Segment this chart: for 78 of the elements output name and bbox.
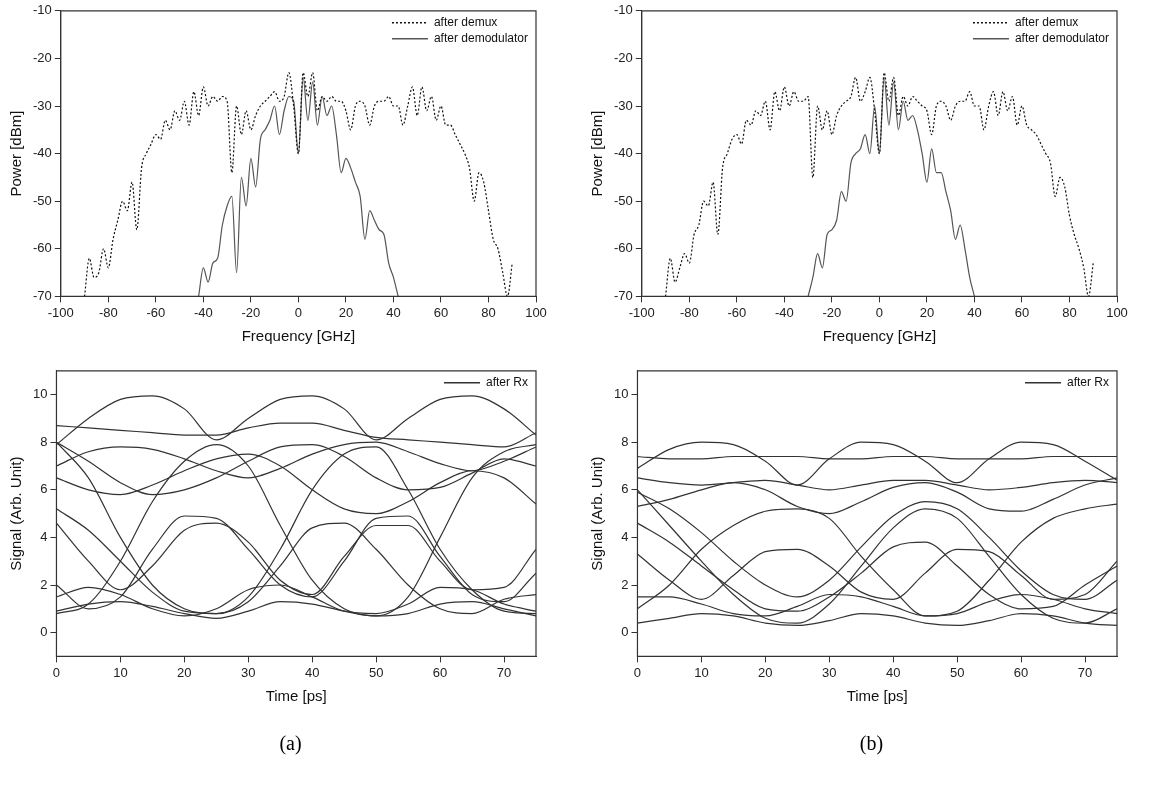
- y-tick-label: 8: [40, 433, 48, 449]
- x-tick-label: 100: [525, 304, 547, 320]
- x-tick-label: 40: [885, 664, 901, 680]
- x-tick-label: 20: [177, 664, 192, 680]
- x-tick-label: 10: [694, 664, 709, 680]
- text: (b): [858, 732, 885, 755]
- x-tick-label: 40: [304, 664, 320, 680]
- y-tick-label: -40: [32, 145, 52, 161]
- x-tick-label: 40: [386, 304, 401, 320]
- y-tick-label: -10: [32, 2, 52, 18]
- y-tick-label: -70: [613, 287, 633, 303]
- y-tick-label: -50: [613, 192, 633, 208]
- x-tick-label: -20: [241, 304, 261, 320]
- x-axis-title: Frequency [GHz]: [822, 327, 937, 345]
- x-axis-title: Time [ps]: [265, 687, 327, 705]
- x-axis-title: Time [ps]: [846, 687, 908, 705]
- x-tick-label: -20: [822, 304, 842, 320]
- y-tick-label: -30: [32, 97, 52, 113]
- y-axis-title: Power [dBm]: [588, 110, 606, 197]
- x-tick-label: 0: [294, 304, 303, 320]
- x-tick-label: 20: [338, 304, 354, 320]
- y-tick-label: -40: [613, 145, 633, 161]
- x-tick-label: 60: [433, 304, 449, 320]
- x-tick-label: 10: [113, 664, 128, 680]
- x-tick-label: 70: [496, 664, 512, 680]
- x-tick-label: 70: [1077, 664, 1093, 680]
- y-tick-label: -20: [32, 49, 52, 65]
- y-tick-label: -20: [613, 49, 633, 65]
- x-tick-label: 30: [241, 664, 256, 680]
- y-tick-label: 2: [40, 576, 48, 592]
- x-tick-label: 100: [1106, 304, 1128, 320]
- y-tick-label: -10: [613, 2, 633, 18]
- y-tick-label: 2: [621, 576, 629, 592]
- legend-label: after Rx: [485, 375, 528, 390]
- legend-label: after Rx: [1066, 375, 1109, 390]
- x-tick-label: -80: [98, 304, 118, 320]
- x-tick-label: 60: [1013, 664, 1029, 680]
- legend-label: after demodulator: [1014, 31, 1110, 46]
- y-tick-label: 10: [32, 386, 48, 402]
- y-tick-label: -60: [613, 240, 633, 256]
- x-axis-title: Frequency [GHz]: [241, 327, 356, 345]
- x-tick-label: 50: [368, 664, 384, 680]
- y-tick-label: 4: [621, 528, 629, 544]
- y-tick-label: 0: [40, 624, 48, 640]
- legend-label: after demux: [433, 15, 498, 30]
- x-tick-label: -100: [47, 304, 74, 320]
- x-tick-label: 40: [967, 304, 982, 320]
- x-tick-label: 20: [919, 304, 935, 320]
- y-tick-label: 6: [40, 481, 48, 497]
- y-tick-label: 0: [621, 624, 629, 640]
- y-tick-label: -60: [32, 240, 52, 256]
- x-tick-label: 30: [822, 664, 837, 680]
- y-tick-label: 4: [40, 528, 48, 544]
- text: (a): [278, 732, 303, 755]
- y-tick-label: -70: [32, 287, 52, 303]
- x-tick-label: 0: [875, 304, 884, 320]
- legend-label: after demux: [1014, 15, 1079, 30]
- legend-label: after demodulator: [433, 31, 529, 46]
- x-tick-label: 80: [1062, 304, 1077, 320]
- y-axis-title: Signal (Arb. Unit): [7, 456, 25, 571]
- x-tick-label: -40: [193, 304, 213, 320]
- x-tick-label: 50: [949, 664, 965, 680]
- x-tick-label: -60: [727, 304, 747, 320]
- x-tick-label: -60: [146, 304, 166, 320]
- x-tick-label: 60: [1014, 304, 1030, 320]
- y-tick-label: -30: [613, 97, 633, 113]
- x-tick-label: 20: [758, 664, 773, 680]
- y-tick-label: -50: [32, 192, 52, 208]
- x-tick-label: -40: [774, 304, 794, 320]
- y-axis-title: Power [dBm]: [7, 110, 25, 197]
- y-tick-label: 6: [621, 481, 629, 497]
- x-tick-label: 60: [432, 664, 448, 680]
- x-tick-label: -100: [628, 304, 655, 320]
- y-tick-label: 8: [621, 433, 629, 449]
- y-tick-label: 10: [613, 386, 629, 402]
- x-tick-label: -80: [679, 304, 699, 320]
- x-tick-label: 80: [481, 304, 496, 320]
- y-axis-title: Signal (Arb. Unit): [588, 456, 606, 571]
